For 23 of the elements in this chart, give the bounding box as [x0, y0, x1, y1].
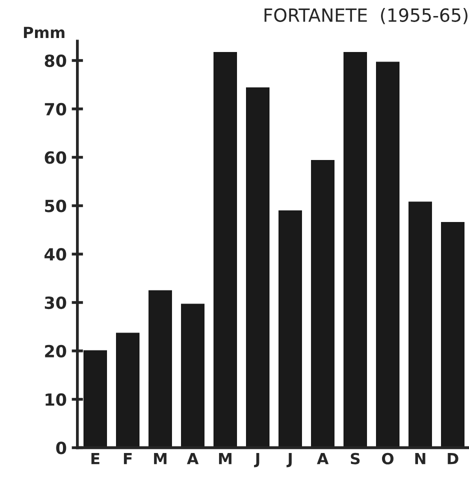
x-tick-label: A [186, 453, 199, 464]
chart-title: FORTANETE (1955-65) [264, 8, 468, 24]
x-tick-label: D [448, 453, 458, 464]
x-tick-label: E [91, 453, 100, 464]
y-tick-label: 40 [44, 248, 66, 261]
x-tick-label: S [350, 452, 360, 464]
x-tick-label: A [316, 453, 329, 464]
y-tick-label: 50 [45, 200, 66, 212]
x-tick-label: O [382, 452, 394, 464]
y-tick-label: 0 [56, 442, 66, 454]
x-tick-label: M [219, 453, 232, 464]
y-tick-label: 30 [44, 296, 66, 310]
x-tick-label: J [286, 453, 292, 468]
y-tick-label: 20 [45, 344, 66, 358]
x-tick-label: J [254, 453, 260, 468]
x-tick-label: F [124, 453, 132, 464]
y-tick-label: 60 [44, 151, 66, 164]
x-tick-label: M [154, 453, 166, 464]
y-tick-label: 70 [44, 102, 66, 116]
y-tick-label: 80 [44, 54, 66, 68]
x-tick-label: N [415, 453, 426, 464]
y-axis-title: Pmm [24, 26, 64, 38]
y-tick-label: 10 [46, 393, 66, 406]
